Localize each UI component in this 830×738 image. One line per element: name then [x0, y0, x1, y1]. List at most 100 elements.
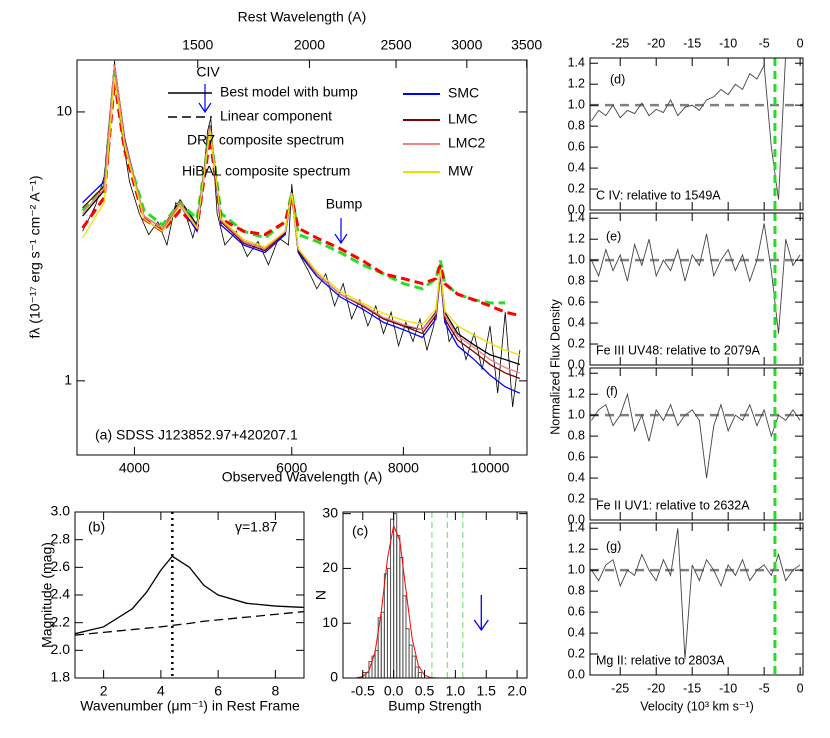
x-tick-label: -0.5 — [351, 683, 375, 699]
legend-label: Linear component — [220, 108, 332, 124]
x2-tick-label: -15 — [683, 36, 701, 50]
y-tick-label: 2.4 — [51, 586, 71, 602]
plot-frame — [74, 511, 305, 679]
annotation: C IV: relative to 1549A — [596, 188, 721, 202]
plot-area — [590, 392, 803, 479]
y-tick-label: 1.4 — [568, 366, 585, 380]
y-tick-label: 1.2 — [568, 387, 585, 401]
x-tick-label: -15 — [683, 681, 701, 695]
y-tick-label: 1.0 — [568, 97, 585, 111]
y-tick-label: 0.2 — [568, 336, 585, 350]
x2-tick-label: -20 — [647, 36, 665, 50]
y-tick-label: 1.2 — [568, 77, 585, 91]
x2-tick-label: 3000 — [451, 37, 482, 53]
arrow — [473, 595, 489, 632]
plot-frame — [589, 57, 804, 211]
x-tick-label: 0.5 — [415, 683, 435, 699]
x-tick-label: -5 — [759, 681, 770, 695]
legend-label: HiBAL composite spectrum — [182, 163, 350, 179]
annotation: CIV — [196, 64, 220, 80]
y-tick-label: 0.0 — [568, 357, 585, 371]
series-line — [591, 223, 801, 334]
y-tick-label: 0.8 — [568, 273, 585, 287]
legend-label: LMC — [448, 111, 478, 127]
legend-label: LMC2 — [448, 135, 486, 151]
plot-area — [356, 513, 437, 678]
y-tick-label: 1.0 — [568, 407, 585, 421]
y-tick-label: 2.0 — [51, 641, 71, 657]
x-axis-label: Wavenumber (μm⁻¹) in Rest Frame — [80, 698, 300, 714]
series-line — [591, 58, 786, 200]
y-tick-label: 0.6 — [568, 604, 585, 618]
y-tick-label: 1.4 — [568, 521, 585, 535]
x-tick-label: 10000 — [471, 460, 510, 476]
annotation: Bump — [326, 196, 363, 212]
x-axis-label: Bump Strength — [388, 698, 481, 714]
fit-curve — [356, 523, 437, 678]
y-tick-label: 10 — [322, 614, 338, 630]
y-tick-label: 0.4 — [568, 160, 585, 174]
x-tick-label: 2 — [100, 683, 108, 699]
y-tick-label: 0.2 — [568, 646, 585, 660]
x-tick-label: -25 — [611, 681, 629, 695]
x-tick-label: 2.0 — [507, 683, 527, 699]
series-line — [591, 392, 801, 479]
x-tick-label: 6000 — [276, 460, 307, 476]
x2-tick-label: -25 — [611, 36, 629, 50]
annotation: (a) SDSS J123852.97+420207.1 — [95, 427, 298, 443]
annotation: Mg II: relative to 2803A — [596, 653, 725, 667]
y-tick-label: 1.0 — [568, 562, 585, 576]
series-line — [75, 610, 304, 636]
x2-tick-label: 0 — [797, 36, 804, 50]
y-tick-label: 10 — [56, 103, 72, 119]
x-tick-label: 0 — [797, 681, 804, 695]
y-tick-label: 2.8 — [51, 530, 71, 546]
x2-tick-label: -10 — [719, 36, 737, 50]
x2-tick-label: 2500 — [380, 37, 411, 53]
y-tick-label: 30 — [322, 504, 338, 520]
x-tick-label: 4000 — [119, 460, 150, 476]
plot-area — [590, 223, 803, 334]
plot-frame — [589, 522, 804, 676]
annotation: (g) — [606, 539, 621, 553]
y-tick-label: 0.0 — [568, 667, 585, 681]
x2-tick-label: 1500 — [182, 37, 213, 53]
y-tick-label: 0.6 — [568, 139, 585, 153]
plot-frame — [589, 367, 804, 521]
y-tick-label: 3.0 — [51, 503, 71, 519]
y-axis-label: fλ (10⁻¹⁷ erg s⁻¹ cm⁻² A⁻¹) — [27, 176, 43, 339]
x-tick-label: 1.5 — [477, 683, 497, 699]
annotation: Fe III UV48: relative to 2079A — [596, 343, 761, 357]
y-tick-label: 1 — [64, 372, 72, 388]
x2-tick-label: 2000 — [294, 37, 325, 53]
y-tick-label: 0.6 — [568, 294, 585, 308]
y-tick-label: 20 — [322, 559, 338, 575]
y-tick-label: 1.2 — [568, 542, 585, 556]
spectrum-line — [82, 60, 521, 407]
y-tick-label: 0.2 — [568, 181, 585, 195]
y-tick-label: 1.4 — [568, 211, 585, 225]
series-line — [591, 528, 801, 660]
y-axis-label: Normalized Flux Density — [548, 299, 562, 435]
plot-frame — [589, 212, 804, 366]
y-tick-label: 1.4 — [568, 56, 585, 70]
y-tick-label: 2.6 — [51, 558, 71, 574]
y-tick-label: 1.8 — [51, 669, 71, 685]
y-tick-label: 0.0 — [568, 202, 585, 216]
annotation: (e) — [606, 229, 621, 243]
annotation: (f) — [606, 384, 618, 398]
annotation: Fe II UV1: relative to 2632A — [596, 498, 750, 512]
x-tick-label: -20 — [647, 681, 665, 695]
annotation: (c) — [352, 523, 368, 539]
y-tick-label: 0.2 — [568, 491, 585, 505]
y-tick-label: 0 — [330, 669, 338, 685]
plot-frame — [76, 59, 528, 456]
x2-tick-label: 3500 — [511, 37, 542, 53]
y-tick-label: 0.6 — [568, 449, 585, 463]
y-tick-label: 0.4 — [568, 625, 585, 639]
x-tick-label: 6 — [214, 683, 222, 699]
y-tick-label: 1.2 — [568, 232, 585, 246]
plot-area — [590, 58, 803, 200]
